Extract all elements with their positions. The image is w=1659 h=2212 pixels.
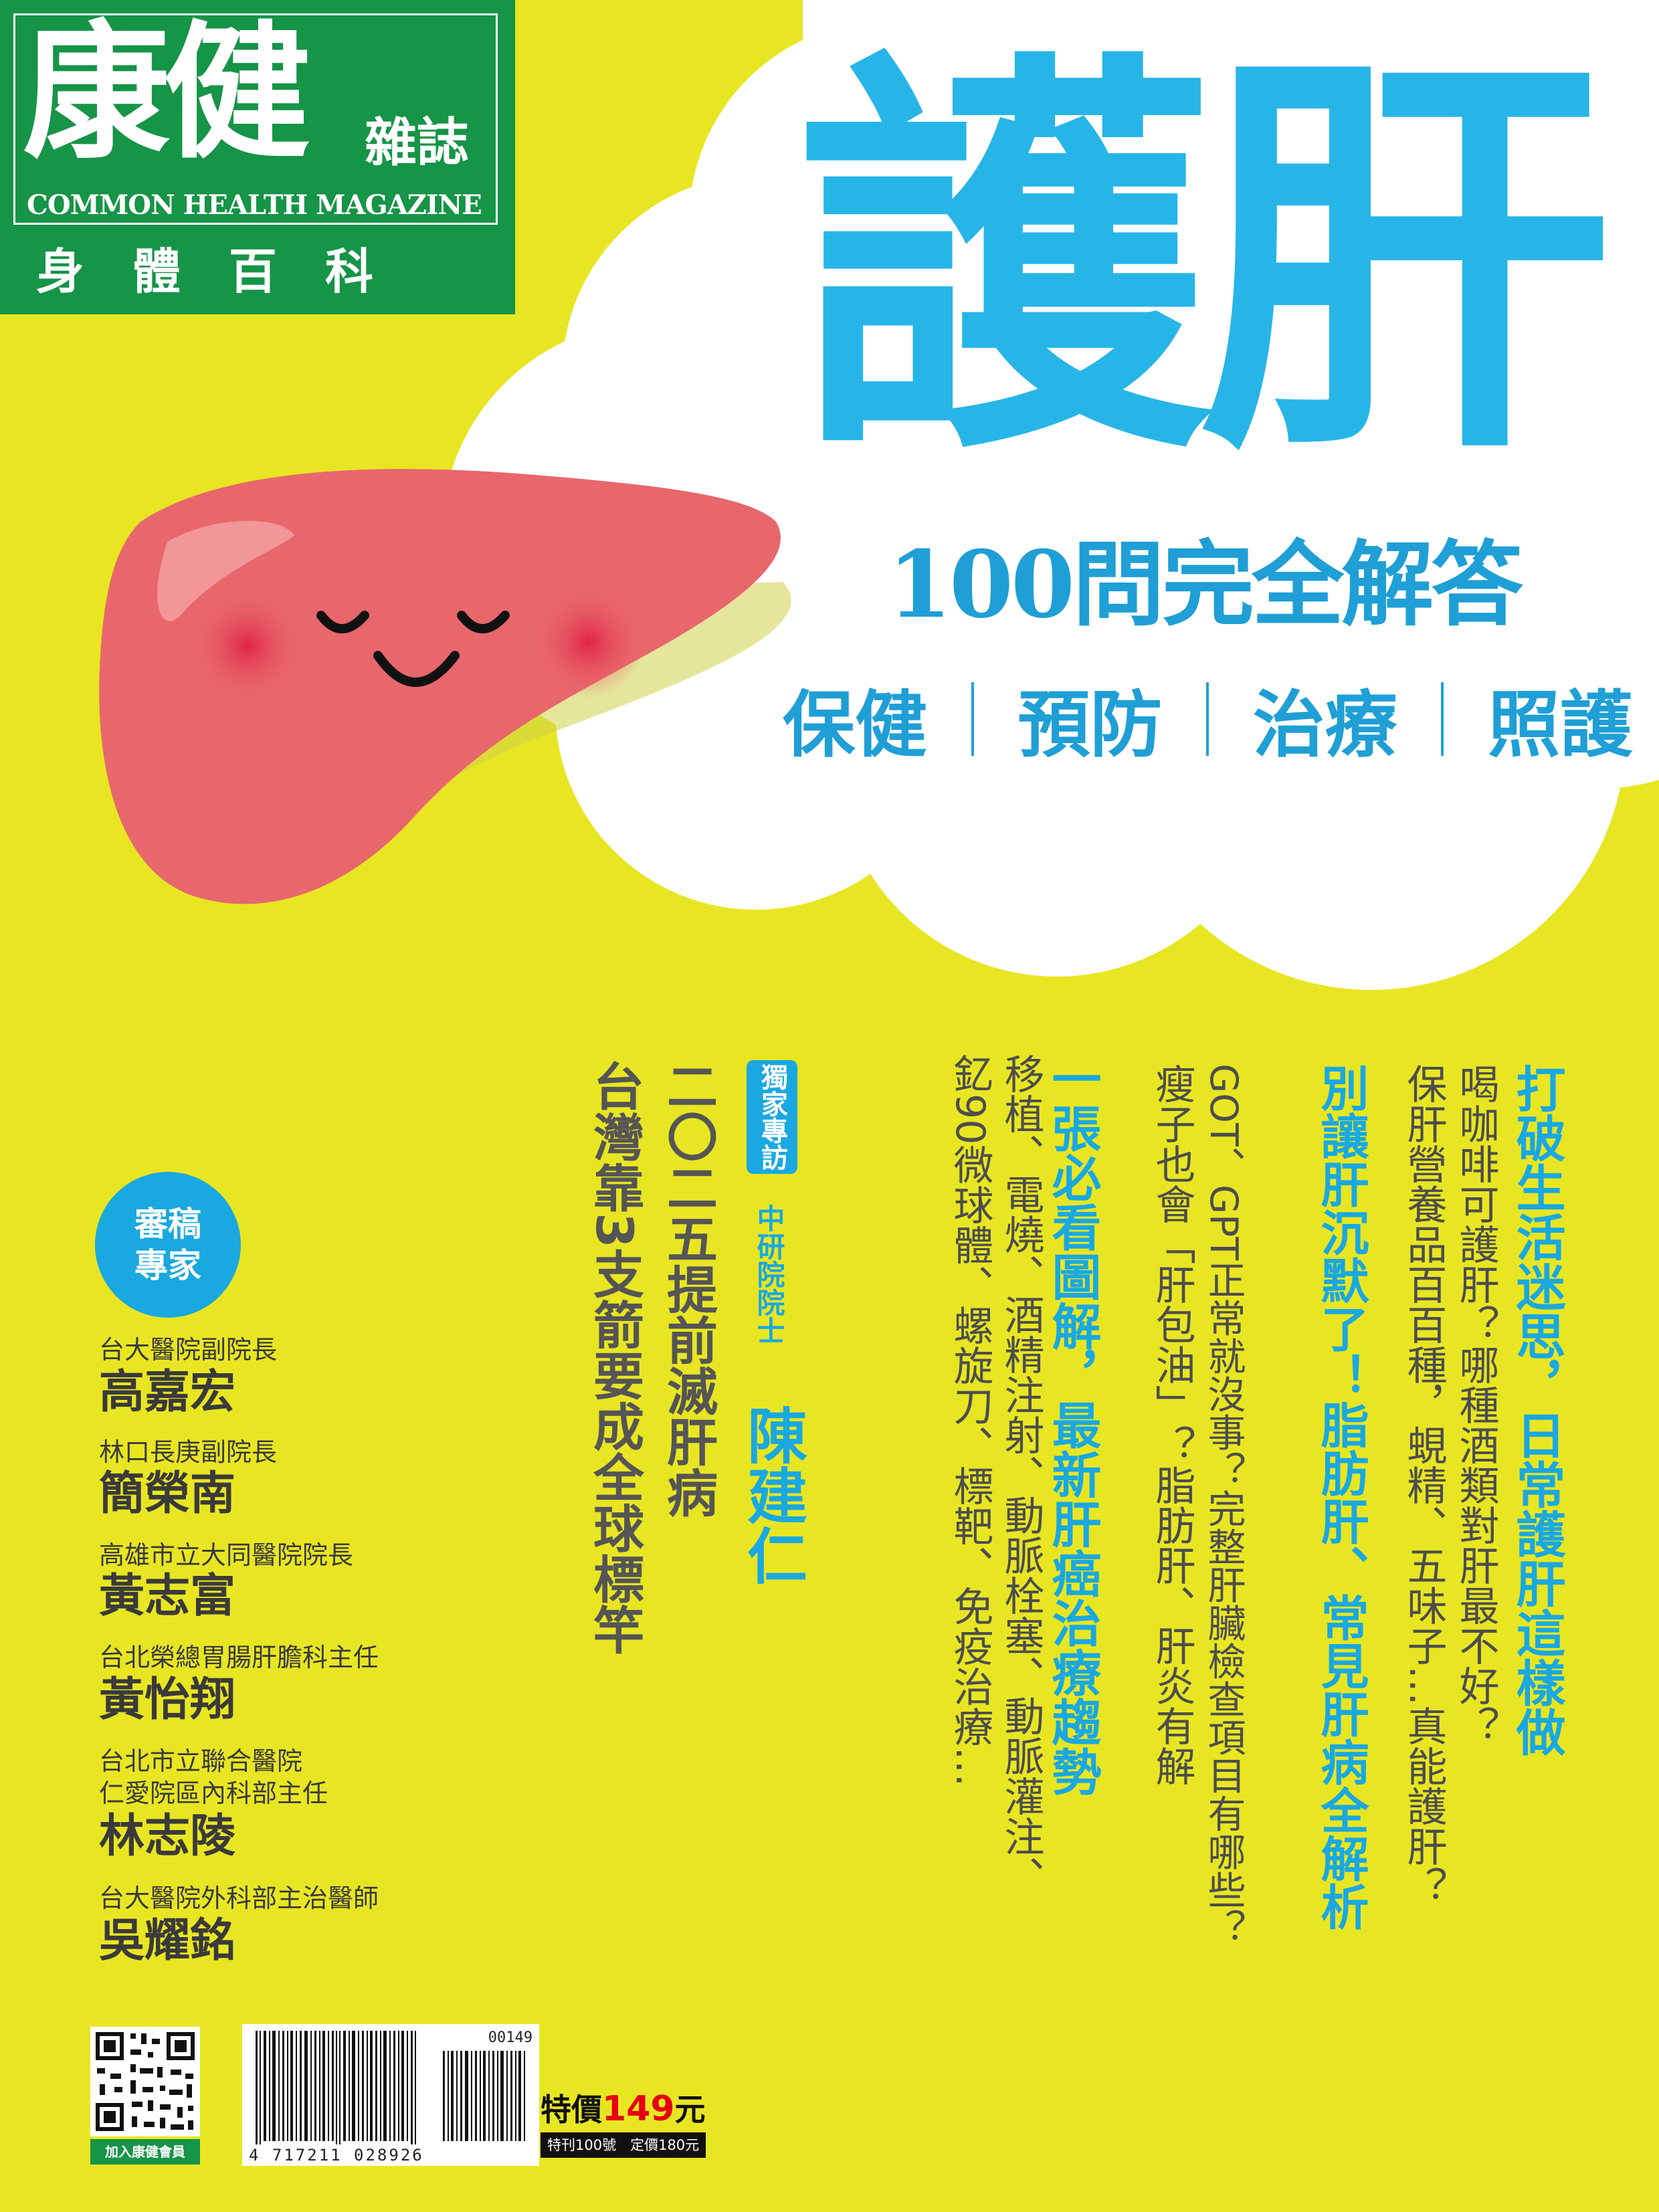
qr-code[interactable] [90, 2027, 200, 2136]
column-1-heading: 打破生活迷思，日常護肝這樣做 [1508, 1064, 1565, 1756]
column-3-heading: 一張必看圖解，最新肝癌治療趨勢 [1044, 1053, 1101, 1796]
price-unit: 元 [674, 2092, 706, 2128]
price: 特價149元 [541, 2086, 706, 2130]
expert-name: 吳耀銘 [99, 1914, 236, 1967]
expert-badge-label: 審稿專家 [134, 1205, 201, 1285]
qr-label: 加入康健會員 [90, 2139, 200, 2165]
issue-info: 特刊100號 定價180元 [541, 2132, 706, 2158]
column-1-line-1: 喝咖啡可護肝？哪種酒類對肝最不好？ [1452, 1064, 1499, 1746]
barcode-number: 4 717211 028926 [249, 2146, 424, 2165]
exclusive-headline-1: 二〇二五提前滅肝病 [658, 1060, 718, 1518]
barcode-addon-number: 00149 [488, 2029, 532, 2046]
barcode: 00149 4 717211 028926 [242, 2024, 539, 2166]
interviewee-name: 陳建仁 [737, 1405, 807, 1585]
expert-badge: 審稿專家 [95, 1172, 241, 1318]
magazine-logo: 康健 雜誌 COMMON HEALTH MAGAZINE 身體百科 [0, 0, 515, 314]
barcode-bars [256, 2031, 525, 2144]
price-label: 特價 [541, 2092, 602, 2128]
expert-role: 台北市立聯合醫院 仁愛院區內科部主任 [99, 1746, 328, 1808]
expert-role: 台大醫院外科部主治醫師 [99, 1884, 379, 1913]
column-2-line-1: GOT、GPT正常就沒事？完整肝臟檢查項目有哪些？ [1201, 1064, 1246, 1947]
expert-name: 林志陵 [99, 1810, 236, 1863]
expert-role: 林口長庚副院長 [99, 1437, 278, 1467]
category-separator [971, 682, 974, 756]
subtitle: 100問完全解答 [887, 530, 1523, 639]
logo-frame [13, 13, 498, 225]
interviewee-role: 中研院院士 [753, 1204, 785, 1344]
expert-name: 簡榮南 [99, 1468, 236, 1520]
column-2-heading: 別讓肝沉默了！脂肪肝、常見肝病全解析 [1312, 1064, 1369, 1930]
column-2-line-2: 瘦子也會「肝包油」？脂肪肝、肝炎有解 [1149, 1064, 1195, 1786]
cloud-shape [442, 0, 1659, 990]
expert-name: 高嘉宏 [99, 1366, 236, 1419]
expert-name: 黃怡翔 [99, 1674, 236, 1726]
logo-series: 身體百科 [36, 243, 422, 300]
expert-role: 高雄市立大同醫院院長 [99, 1540, 354, 1570]
category-separator [1206, 682, 1209, 756]
expert-role: 台大醫院副院長 [99, 1335, 278, 1365]
exclusive-badge: 獨家專訪 [747, 1060, 797, 1174]
column-3-line-2: 釔90微球體、螺旋刀、標靶、免疫治療… [947, 1053, 993, 1787]
logo-english-name: COMMON HEALTH MAGAZINE [27, 189, 482, 221]
category-item: 治療 [1252, 683, 1397, 767]
main-title: 護肝 [796, 17, 1612, 504]
exclusive-headline-2: 台灣靠3支箭要成全球標竿 [585, 1060, 644, 1655]
logo-magazine-word: 雜誌 [365, 112, 470, 173]
category-item: 照護 [1487, 683, 1632, 767]
category-item: 保健 [783, 683, 928, 767]
price-value: 149 [602, 2089, 675, 2129]
liver-illustration [99, 469, 791, 904]
logo-name: 康健 [23, 5, 310, 179]
category-item: 預防 [1017, 683, 1163, 767]
expert-role: 台北榮總胃腸肝膽科主任 [99, 1643, 379, 1672]
column-1-line-2: 保肝營養品百百種，蜆精、五味子…真能護肝？ [1400, 1064, 1447, 1906]
category-separator [1441, 682, 1444, 756]
column-3-line-1: 移植、電燒、酒精注射、動脈栓塞、動脈灌注、 [997, 1053, 1044, 1896]
category-list: 保健 預防 治療 照護 [783, 676, 1632, 767]
expert-name: 黃志富 [99, 1570, 236, 1623]
